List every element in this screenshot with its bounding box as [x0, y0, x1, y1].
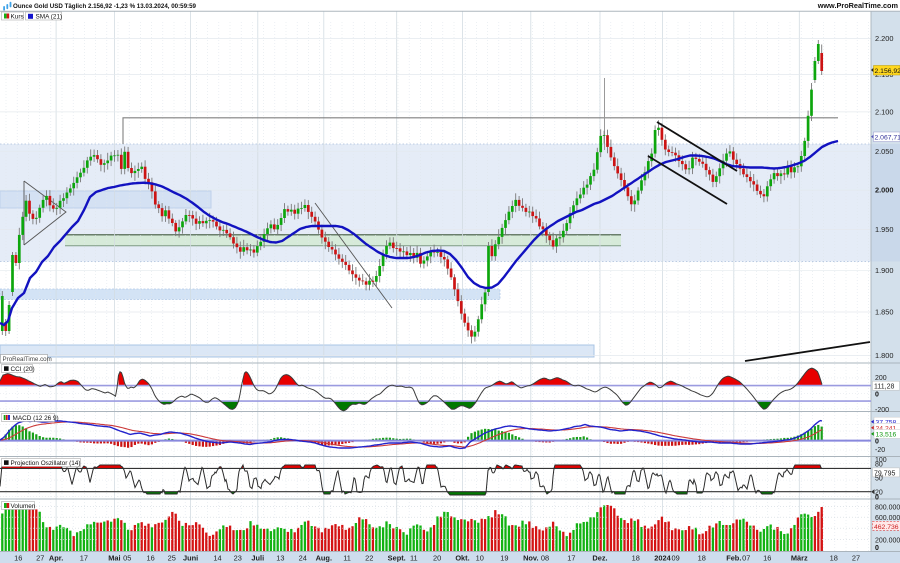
svg-text:Aug.: Aug.	[316, 553, 332, 562]
svg-text:22: 22	[365, 553, 373, 562]
svg-text:Nov.: Nov.	[523, 553, 538, 562]
svg-text:18: 18	[830, 553, 838, 562]
svg-text:24,241: 24,241	[876, 426, 897, 433]
svg-text:17: 17	[80, 553, 88, 562]
svg-text:27: 27	[36, 553, 44, 562]
svg-text:19: 19	[500, 553, 508, 562]
svg-text:23: 23	[234, 553, 242, 562]
svg-text:Okt.: Okt.	[455, 553, 469, 562]
svg-text:1.850: 1.850	[875, 308, 894, 317]
svg-text:www.ProRealTime.com: www.ProRealTime.com	[817, 1, 899, 10]
svg-text:MACD (12 26 9): MACD (12 26 9)	[13, 415, 59, 422]
svg-text:27: 27	[852, 553, 860, 562]
svg-text:05: 05	[123, 553, 131, 562]
svg-text:100: 100	[875, 457, 887, 464]
svg-text:Dez.: Dez.	[592, 553, 607, 562]
svg-text:Kurs: Kurs	[11, 13, 24, 20]
svg-text:-20: -20	[875, 447, 885, 454]
svg-text:08: 08	[541, 553, 549, 562]
svg-text:SMA (21): SMA (21)	[36, 13, 63, 20]
svg-text:16: 16	[146, 553, 154, 562]
svg-text:17: 17	[567, 553, 575, 562]
svg-text:Feb.: Feb.	[726, 553, 741, 562]
svg-text:20: 20	[433, 553, 441, 562]
svg-text:11: 11	[410, 553, 418, 562]
svg-text:2.000: 2.000	[875, 186, 894, 195]
svg-text:18: 18	[698, 553, 706, 562]
svg-text:Projection Oszillator (14): Projection Oszillator (14)	[11, 460, 81, 467]
svg-text:200: 200	[875, 375, 887, 382]
svg-text:800.000: 800.000	[875, 504, 900, 511]
svg-text:0: 0	[875, 391, 879, 398]
svg-text:2.156,92: 2.156,92	[875, 68, 900, 75]
svg-text:50: 50	[875, 476, 883, 483]
svg-text:2.200: 2.200	[875, 34, 894, 43]
svg-text:Mai: Mai	[108, 553, 120, 562]
svg-text:Volumen: Volumen	[11, 503, 36, 510]
svg-text:2024: 2024	[654, 553, 671, 562]
svg-text:16: 16	[763, 553, 771, 562]
svg-text:Sept.: Sept.	[388, 553, 406, 562]
svg-text:11: 11	[343, 553, 351, 562]
svg-text:2.100: 2.100	[875, 108, 894, 117]
svg-text:CCI (20): CCI (20)	[11, 366, 35, 373]
svg-text:10: 10	[476, 553, 484, 562]
svg-text:Juni: Juni	[183, 553, 198, 562]
svg-text:2.050: 2.050	[875, 147, 894, 156]
svg-text:111,28: 111,28	[874, 384, 894, 391]
svg-text:1.800: 1.800	[875, 351, 894, 360]
svg-text:79,795: 79,795	[874, 470, 896, 477]
svg-text:1.950: 1.950	[875, 225, 894, 234]
svg-text:24: 24	[299, 553, 307, 562]
svg-text:200.000: 200.000	[875, 537, 900, 544]
svg-text:Ounce Gold USD Täglich 2.156,9: Ounce Gold USD Täglich 2.156,92 -1,23 % …	[13, 3, 197, 10]
svg-text:07: 07	[742, 553, 750, 562]
svg-text:0: 0	[875, 545, 879, 552]
svg-text:13: 13	[276, 553, 284, 562]
svg-text:0: 0	[875, 495, 879, 502]
svg-text:600.000: 600.000	[875, 515, 900, 522]
svg-text:20: 20	[875, 490, 883, 497]
svg-text:Juli: Juli	[251, 553, 264, 562]
svg-text:Apr.: Apr.	[49, 553, 63, 562]
svg-text:14: 14	[213, 553, 221, 562]
svg-text:0: 0	[875, 438, 879, 445]
svg-text:16: 16	[14, 553, 22, 562]
svg-text:09: 09	[671, 553, 679, 562]
svg-text:25: 25	[168, 553, 176, 562]
svg-text:1.900: 1.900	[875, 266, 894, 275]
svg-text:13,516: 13,516	[876, 432, 897, 439]
svg-text:März: März	[791, 553, 808, 562]
svg-text:462.736: 462.736	[874, 524, 899, 531]
svg-text:37,758: 37,758	[876, 420, 897, 427]
svg-text:80: 80	[875, 461, 883, 468]
svg-text:ProRealTime.com: ProRealTime.com	[3, 356, 52, 363]
svg-text:2.067,71: 2.067,71	[875, 135, 900, 142]
svg-text:18: 18	[632, 553, 640, 562]
svg-text:-200: -200	[875, 407, 889, 414]
